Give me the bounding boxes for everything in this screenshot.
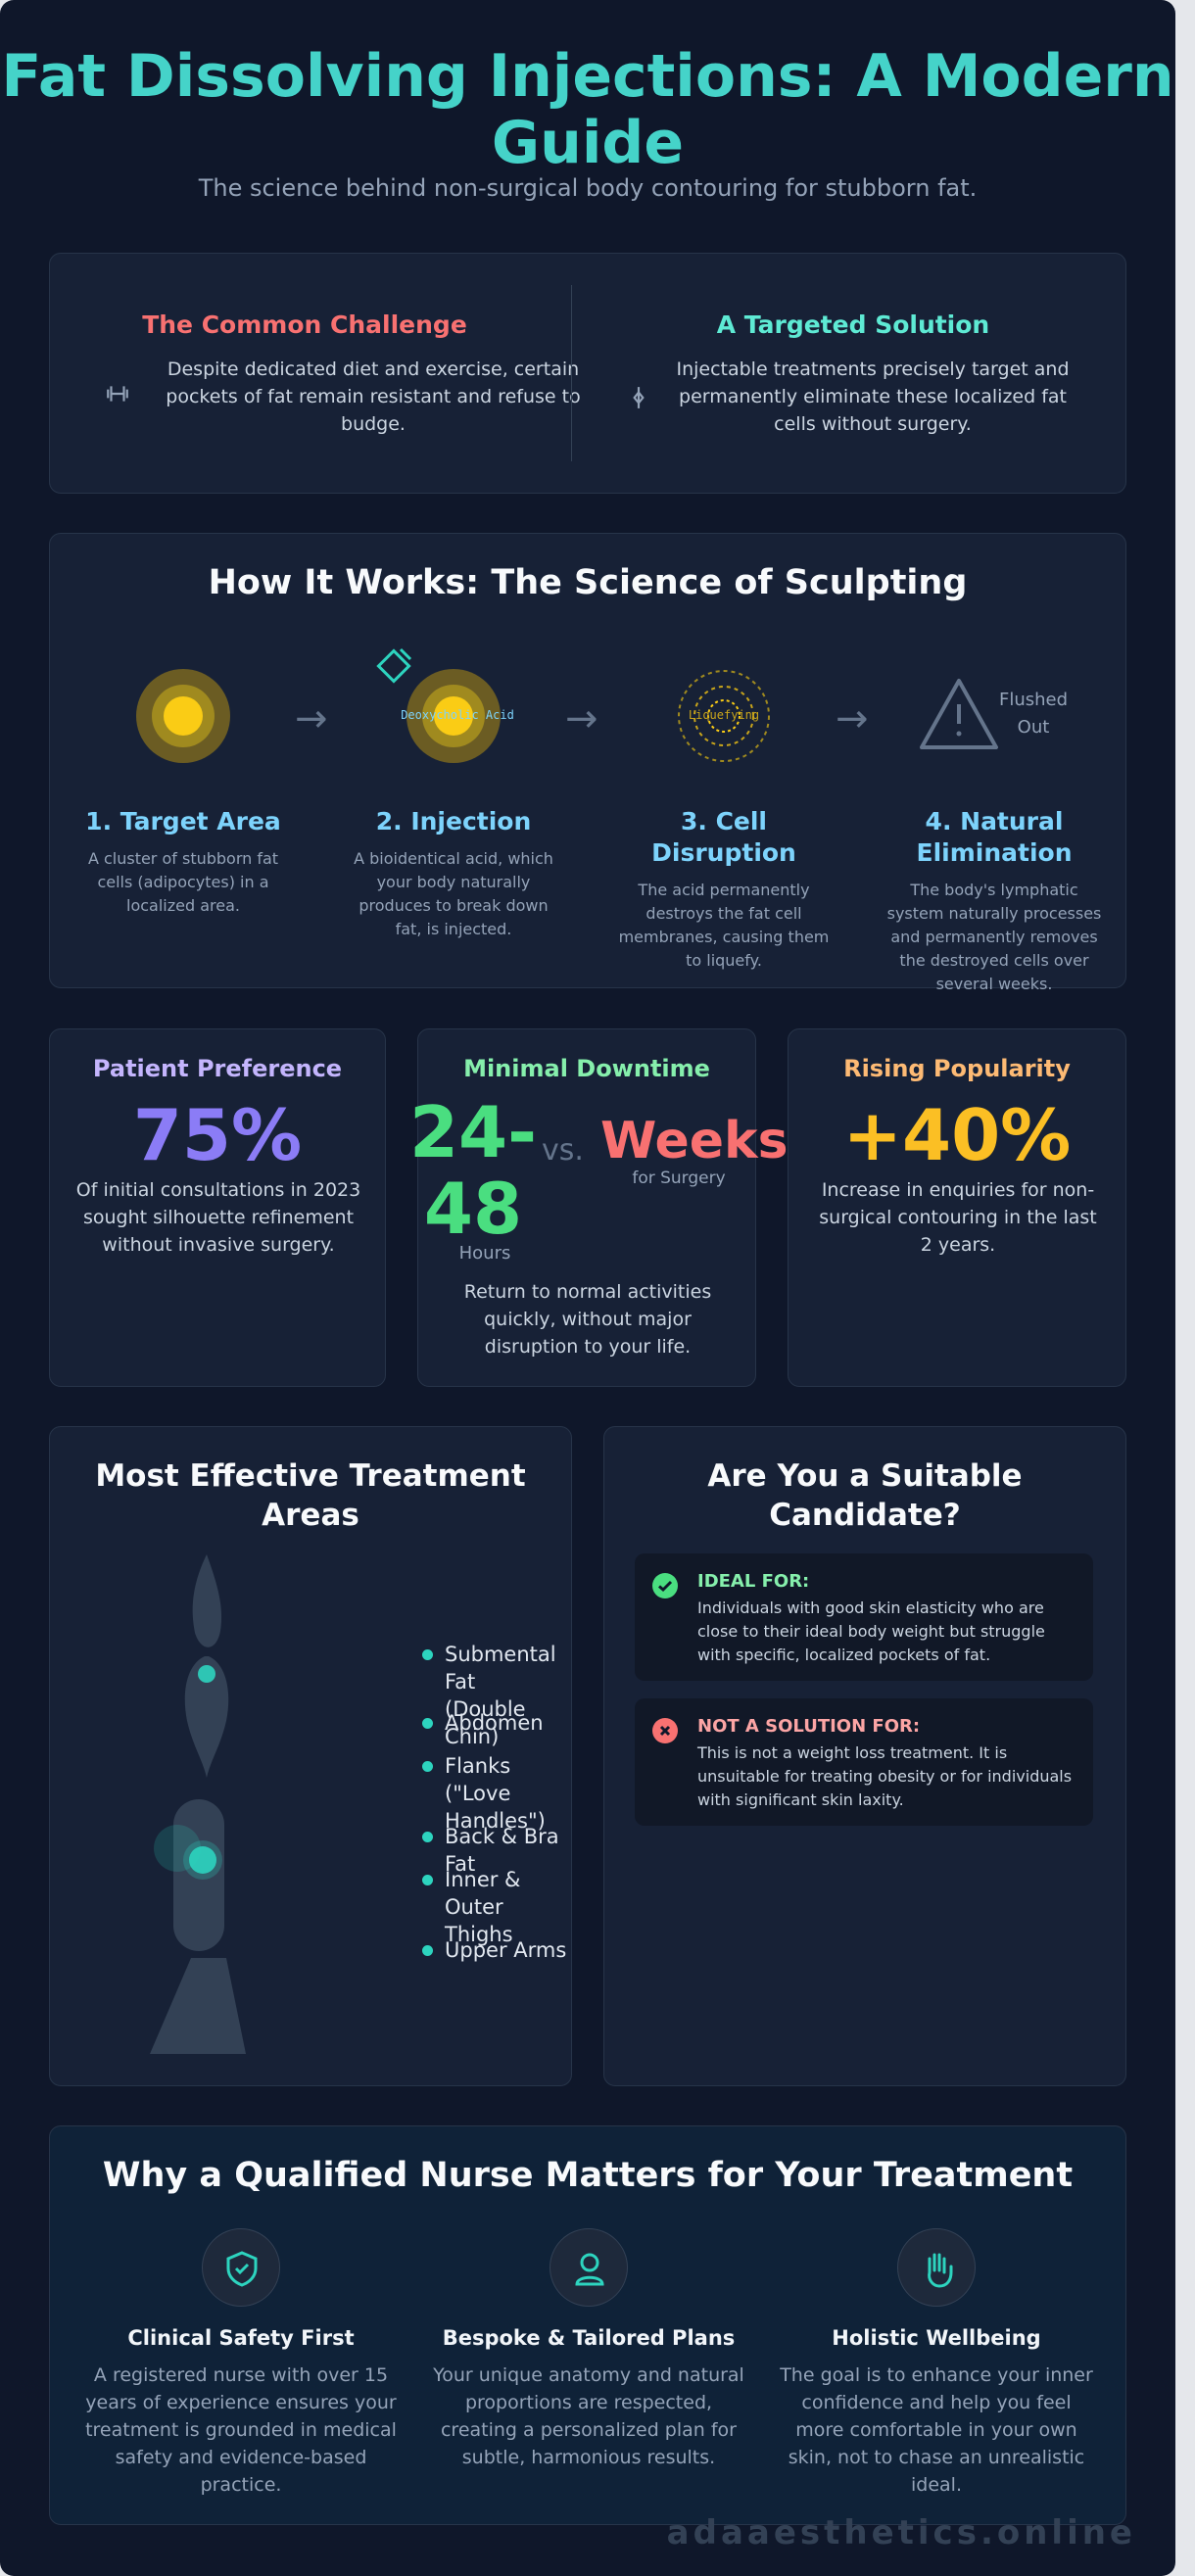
step-2-text: A bioidentical acid, which your body nat… (354, 849, 553, 938)
target-icon (633, 387, 645, 408)
treatment-area-item: Submental Fat (Double Chin) (422, 1641, 559, 1750)
stat-preference-value: 75% (132, 1094, 303, 1176)
solution-text: Injectable treatments precisely target a… (676, 358, 1070, 435)
not-for-label: NOT A SOLUTION FOR: (697, 1716, 921, 1737)
stat-popularity-text: Increase in enquiries for non-surgical c… (819, 1179, 1097, 1256)
solution-title: A Targeted Solution (716, 310, 990, 339)
body-silhouette-icon (150, 1554, 246, 2054)
watermark: adaaesthetics.online (666, 2513, 1136, 2552)
how-it-works-card: How It Works: The Science of Sculpting →… (49, 533, 1126, 993)
disrupted-cell-icon (678, 670, 770, 762)
stat-preference-title: Patient Preference (92, 1055, 343, 1082)
stat-popularity-title: Rising Popularity (843, 1055, 1071, 1082)
bullet-dot-icon (422, 1945, 433, 1956)
fat-cell-icon (136, 669, 230, 763)
not-for-text: This is not a weight loss treatment. It … (697, 1743, 1073, 1809)
warning-triangle-icon (920, 679, 998, 749)
bullet-dot-icon (422, 1718, 433, 1729)
bullet-dot-icon (422, 1875, 433, 1885)
challenge-title: The Common Challenge (142, 310, 467, 339)
ideal-for-label: IDEAL FOR: (697, 1571, 810, 1592)
nurse-item-title: Bespoke & Tailored Plans (442, 2326, 736, 2350)
treatment-area-item: Abdomen (422, 1709, 544, 1737)
treatment-areas-card: Most Effective Treatment Areas Submental… (49, 1426, 572, 2086)
flushed-out-label: Flushed Out (998, 690, 1069, 738)
stat-downtime-title: Minimal Downtime (463, 1055, 710, 1082)
hand-icon (897, 2228, 976, 2307)
check-circle-icon (652, 1573, 678, 1598)
nurse-card: Why a Qualified Nurse Matters for Your T… (49, 2125, 1126, 2525)
step-3-text: The acid permanently destroys the fat ce… (618, 881, 830, 970)
ideal-for-box: IDEAL FOR: Individuals with good skin el… (635, 1553, 1093, 1681)
fat-cell-icon (406, 669, 501, 763)
stat-downtime-text: Return to normal activities quickly, wit… (463, 1281, 712, 1358)
stat-downtime-value: 24-48 (408, 1091, 538, 1250)
treatment-area-item: Inner & Outer Thighs (422, 1866, 569, 1948)
intro-card: The Common Challenge Despite dedicated d… (49, 253, 1126, 494)
user-icon (550, 2228, 628, 2307)
step-3-title: 3. Cell Disruption (651, 807, 796, 867)
treatment-area-item: Upper Arms (422, 1936, 566, 1964)
page-title: Fat Dissolving Injections: A Modern Guid… (1, 42, 1174, 177)
step-1-text: A cluster of stubborn fat cells (adipocy… (87, 849, 279, 915)
step-2-title: 2. Injection (375, 807, 532, 835)
treatment-area-item: Back & Bra Fat (422, 1823, 571, 1878)
nurse-item-text: A registered nurse with over 15 years of… (85, 2364, 397, 2496)
stat-popularity-value: +40% (842, 1094, 1072, 1176)
step-4-text: The body's lymphatic system naturally pr… (886, 881, 1102, 993)
x-circle-icon (652, 1718, 678, 1743)
shield-check-icon (202, 2228, 280, 2307)
challenge-text: Despite dedicated diet and exercise, cer… (166, 358, 581, 435)
treatment-areas-title: Most Effective Treatment Areas (95, 1458, 526, 1533)
stat-card-preference: Patient Preference 75% Of initial consul… (49, 1028, 386, 1387)
step-4-title: 4. Natural Elimination (916, 807, 1073, 867)
stat-downtime-compare-unit: for Surgery (632, 1169, 726, 1188)
dumbbell-icon (107, 386, 128, 402)
nurse-item-text: Your unique anatomy and natural proporti… (433, 2364, 744, 2468)
arrow-icon: → (295, 696, 328, 741)
nurse-item-title: Clinical Safety First (127, 2326, 355, 2350)
intro-divider (571, 285, 572, 461)
page-subtitle: The science behind non-surgical body con… (198, 174, 978, 202)
step-1-title: 1. Target Area (85, 807, 281, 835)
stat-downtime-compare: Weeks (600, 1112, 789, 1170)
stat-downtime-unit: Hours (458, 1243, 511, 1264)
nurse-title: Why a Qualified Nurse Matters for Your T… (102, 2156, 1074, 2195)
bullet-dot-icon (422, 1832, 433, 1842)
nurse-item-title: Holistic Wellbeing (832, 2326, 1041, 2350)
stat-downtime-vs: vs. (542, 1133, 584, 1168)
syringe-icon (376, 647, 412, 684)
deoxycholic-label: Deoxycholic Acid (401, 708, 514, 722)
nurse-item-text: The goal is to enhance your inner confid… (780, 2364, 1093, 2496)
treatment-area-item: Flanks ("Love Handles") (422, 1752, 569, 1835)
stat-preference-text: Of initial consultations in 2023 sought … (75, 1179, 361, 1256)
how-it-works-title: How It Works: The Science of Sculpting (208, 563, 968, 602)
arrow-icon: → (836, 696, 869, 741)
stat-card-downtime: Minimal Downtime 24-48 Hours vs. Weeks f… (409, 1028, 789, 1387)
bullet-dot-icon (422, 1649, 433, 1660)
ideal-for-text: Individuals with good skin elasticity wh… (697, 1598, 1045, 1664)
candidate-title: Are You a Suitable Candidate? (707, 1458, 1023, 1533)
bullet-dot-icon (422, 1761, 433, 1772)
not-for-box: NOT A SOLUTION FOR: This is not a weight… (635, 1698, 1093, 1826)
stat-card-popularity: Rising Popularity +40% Increase in enqui… (788, 1028, 1126, 1387)
arrow-icon: → (565, 696, 598, 741)
liquefying-label: Liquefying (688, 708, 760, 722)
